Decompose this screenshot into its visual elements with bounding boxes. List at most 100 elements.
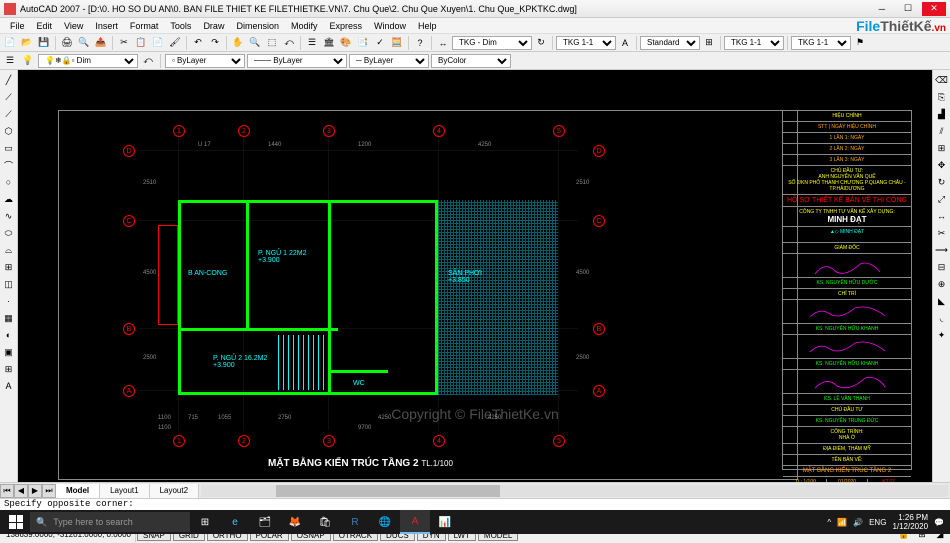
task-app-icon[interactable]: 📊 (430, 510, 460, 534)
tab-model[interactable]: Model (56, 484, 100, 498)
match-icon[interactable]: 🖌 (167, 35, 183, 51)
tab-last-icon[interactable]: ⏭ (42, 484, 56, 498)
menu-dimension[interactable]: Dimension (230, 21, 285, 31)
zoom-prev-icon[interactable]: ⤺ (281, 35, 297, 51)
tray-up-icon[interactable]: ^ (827, 518, 831, 527)
fillet-icon[interactable]: ◟ (934, 310, 950, 326)
break-icon[interactable]: ⊟ (934, 259, 950, 275)
region-icon[interactable]: ▣ (1, 344, 17, 360)
minimize-button[interactable]: ─ (870, 2, 894, 16)
tray-lang[interactable]: ENG (869, 518, 886, 527)
spline-icon[interactable]: ∿ (1, 208, 17, 224)
point-icon[interactable]: · (1, 293, 17, 309)
erase-icon[interactable]: ⌫ (934, 72, 950, 88)
tab-first-icon[interactable]: ⏮ (0, 484, 14, 498)
taskbar-search[interactable]: 🔍Type here to search (30, 512, 190, 532)
task-revit-icon[interactable]: R (340, 510, 370, 534)
join-icon[interactable]: ⊕ (934, 276, 950, 292)
maximize-button[interactable]: ☐ (896, 2, 920, 16)
tray-network-icon[interactable]: 📶 (837, 518, 847, 527)
task-store-icon[interactable]: 🛍 (310, 510, 340, 534)
help-icon[interactable]: ? (412, 35, 428, 51)
tab-layout2[interactable]: Layout2 (150, 484, 199, 498)
tablestyle-select[interactable]: Standard (640, 36, 700, 50)
tab-layout1[interactable]: Layout1 (100, 484, 149, 498)
xline-icon[interactable]: ⟋ (1, 89, 17, 105)
rectangle-icon[interactable]: ▭ (1, 140, 17, 156)
dimstyle3-select[interactable]: TKG 1-1 (791, 36, 851, 50)
properties-icon[interactable]: ☰ (304, 35, 320, 51)
pline-icon[interactable]: ⟋ (1, 106, 17, 122)
task-firefox-icon[interactable]: 🦊 (280, 510, 310, 534)
design-center-icon[interactable]: 🏛 (321, 35, 337, 51)
cut-icon[interactable]: ✂ (116, 35, 132, 51)
paste-icon[interactable]: 📄 (150, 35, 166, 51)
block-insert-icon[interactable]: ⊞ (1, 259, 17, 275)
dimstyle-select[interactable]: TKG - Dim (452, 36, 532, 50)
tab-next-icon[interactable]: ▶ (28, 484, 42, 498)
explode-icon[interactable]: ✦ (934, 327, 950, 343)
start-button[interactable] (2, 510, 30, 534)
lineweight-select[interactable]: ─ ByLayer (349, 54, 429, 68)
layer-state-icon[interactable]: 💡 (20, 53, 36, 69)
arc-icon[interactable]: ⌒ (1, 157, 17, 173)
chamfer-icon[interactable]: ◣ (934, 293, 950, 309)
open-icon[interactable]: 📂 (19, 35, 35, 51)
polygon-icon[interactable]: ⬡ (1, 123, 17, 139)
task-explorer-icon[interactable]: 🗂 (250, 510, 280, 534)
menu-insert[interactable]: Insert (89, 21, 124, 31)
menu-express[interactable]: Express (324, 21, 369, 31)
hscrollbar[interactable] (201, 485, 948, 497)
dim-update-icon[interactable]: ↻ (533, 35, 549, 51)
tray-clock[interactable]: 1:26 PM1/12/2020 (892, 513, 928, 531)
mtext-icon[interactable]: A (1, 378, 17, 394)
menu-modify[interactable]: Modify (285, 21, 324, 31)
layer-select[interactable]: 💡❄🔒▫ Dim (38, 54, 138, 68)
block-make-icon[interactable]: ◫ (1, 276, 17, 292)
save-icon[interactable]: 💾 (36, 35, 52, 51)
menu-draw[interactable]: Draw (197, 21, 230, 31)
plotcolor-select[interactable]: ByColor (431, 54, 511, 68)
menu-file[interactable]: File (4, 21, 31, 31)
menu-help[interactable]: Help (412, 21, 443, 31)
sheet-set-icon[interactable]: 📑 (355, 35, 371, 51)
ellipse-icon[interactable]: ⬭ (1, 225, 17, 241)
print-icon[interactable]: 🖨 (59, 35, 75, 51)
rotate-icon[interactable]: ↻ (934, 174, 950, 190)
undo-icon[interactable]: ↶ (190, 35, 206, 51)
menu-edit[interactable]: Edit (31, 21, 59, 31)
preview-icon[interactable]: 🔍 (76, 35, 92, 51)
redo-icon[interactable]: ↷ (207, 35, 223, 51)
move-icon[interactable]: ✥ (934, 157, 950, 173)
tool-palette-icon[interactable]: 🎨 (338, 35, 354, 51)
menu-window[interactable]: Window (368, 21, 412, 31)
copy-obj-icon[interactable]: ⎘ (934, 89, 950, 105)
textstyle-select[interactable]: TKG 1-1 (556, 36, 616, 50)
dimstyle2-select[interactable]: TKG 1-1 (724, 36, 784, 50)
circle-icon[interactable]: ○ (1, 174, 17, 190)
stretch-icon[interactable]: ↔ (934, 208, 950, 224)
mirror-icon[interactable]: ▟ (934, 106, 950, 122)
task-autocad-icon[interactable]: A (400, 510, 430, 534)
layer-props-icon[interactable]: ☰ (2, 53, 18, 69)
offset-icon[interactable]: ⫽ (934, 123, 950, 139)
publish-icon[interactable]: 📤 (93, 35, 109, 51)
hatch-icon[interactable]: ▦ (1, 310, 17, 326)
trim-icon[interactable]: ✂ (934, 225, 950, 241)
new-icon[interactable]: 📄 (2, 35, 18, 51)
dim-icon[interactable]: ↔ (435, 35, 451, 51)
scale-icon[interactable]: ⤢ (934, 191, 950, 207)
linetype-select[interactable]: ─── ByLayer (247, 54, 347, 68)
tab-prev-icon[interactable]: ◀ (14, 484, 28, 498)
menu-view[interactable]: View (58, 21, 89, 31)
dim-flag-icon[interactable]: ⚑ (852, 35, 868, 51)
text-icon[interactable]: A (617, 35, 633, 51)
task-chrome-icon[interactable]: 🌐 (370, 510, 400, 534)
markup-icon[interactable]: ✓ (372, 35, 388, 51)
gradient-icon[interactable]: ◐ (1, 327, 17, 343)
color-select[interactable]: ▫ ByLayer (165, 54, 245, 68)
menu-tools[interactable]: Tools (164, 21, 197, 31)
ellipse-arc-icon[interactable]: ⌓ (1, 242, 17, 258)
copy-icon[interactable]: 📋 (133, 35, 149, 51)
task-edge-icon[interactable]: e (220, 510, 250, 534)
